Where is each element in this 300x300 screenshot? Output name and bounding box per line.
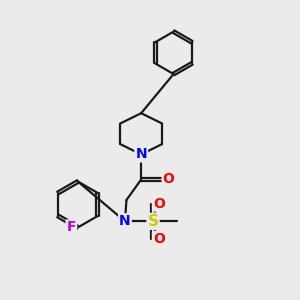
Text: N: N bbox=[135, 147, 147, 161]
Text: O: O bbox=[153, 196, 165, 211]
Text: O: O bbox=[153, 232, 165, 246]
Text: S: S bbox=[147, 214, 158, 229]
Text: N: N bbox=[119, 214, 131, 228]
Text: F: F bbox=[67, 220, 76, 234]
Text: O: O bbox=[163, 172, 175, 186]
